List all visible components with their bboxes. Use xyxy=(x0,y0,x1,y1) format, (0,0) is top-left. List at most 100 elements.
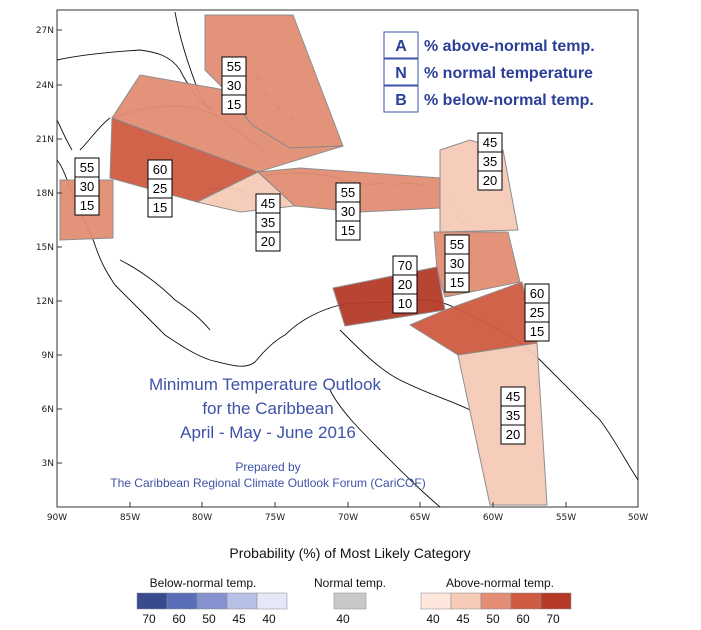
lon-label: 55W xyxy=(556,513,576,523)
colorbar-number: 70 xyxy=(142,612,156,626)
probability-value: 70 xyxy=(398,258,412,273)
colorbar-number: 50 xyxy=(202,612,216,626)
probability-value: 20 xyxy=(261,234,275,249)
probability-value: 25 xyxy=(153,181,167,196)
probability-value: 15 xyxy=(80,198,94,213)
lat-label: 15N xyxy=(36,243,54,253)
legend-letter-n: N xyxy=(395,65,407,82)
forum-name: The Caribbean Regional Climate Outlook F… xyxy=(110,476,425,490)
legend-text-above: % above-normal temp. xyxy=(424,38,595,55)
lat-label: 3N xyxy=(42,459,54,469)
lat-label: 27N xyxy=(36,26,54,36)
latitude-labels: 27N 24N 21N 18N 15N 12N 9N 6N 3N xyxy=(36,26,62,469)
lat-label: 24N xyxy=(36,81,54,91)
probability-value: 35 xyxy=(483,154,497,169)
probability-value: 15 xyxy=(153,200,167,215)
lat-label: 21N xyxy=(36,135,54,145)
lon-label: 70W xyxy=(338,513,358,523)
lon-label: 60W xyxy=(483,513,503,523)
probability-value: 35 xyxy=(261,215,275,230)
colorbar-swatch xyxy=(136,592,168,610)
colorbar-number: 40 xyxy=(262,612,276,626)
lat-label: 6N xyxy=(42,405,54,415)
probability-value: 20 xyxy=(483,173,497,188)
category-legend: A N B % above-normal temp. % normal temp… xyxy=(383,31,595,113)
probability-value: 30 xyxy=(341,204,355,219)
probability-value: 45 xyxy=(261,196,275,211)
probability-box-cuba-west: 60 25 15 xyxy=(147,159,173,218)
probability-value: 55 xyxy=(341,185,355,200)
colorbar-number: 60 xyxy=(172,612,186,626)
probability-box-abc-islands: 70 20 10 xyxy=(392,255,418,314)
lat-label: 18N xyxy=(36,189,54,199)
normal-label: Normal temp. xyxy=(314,576,386,590)
probability-box-guianas: 45 35 20 xyxy=(500,386,526,445)
probability-value: 15 xyxy=(530,324,544,339)
colorbar-title: Probability (%) of Most Likely Category xyxy=(229,545,470,561)
lat-label: 12N xyxy=(36,297,54,307)
probability-value: 15 xyxy=(227,97,241,112)
lat-label: 9N xyxy=(42,351,54,361)
lon-label: 80W xyxy=(192,513,212,523)
colorbar-number: 40 xyxy=(336,612,350,626)
map-title: Minimum Temperature Outlook for the Cari… xyxy=(110,375,425,490)
probability-box-windward: 55 30 15 xyxy=(444,234,470,293)
forecast-regions xyxy=(59,14,548,506)
colorbar-swatch xyxy=(510,592,542,610)
probability-box-belize: 55 30 15 xyxy=(74,157,100,216)
lon-label: 85W xyxy=(120,513,140,523)
colorbar-swatch xyxy=(226,592,258,610)
probability-value: 30 xyxy=(80,179,94,194)
longitude-labels: 90W 85W 80W 75W 70W 65W 60W 55W 50W xyxy=(47,502,648,523)
probability-box-bahamas: 55 30 15 xyxy=(221,56,247,115)
probability-value: 30 xyxy=(450,256,464,271)
colorbar-swatch xyxy=(166,592,198,610)
colorbar-number: 40 xyxy=(426,612,440,626)
probability-value: 45 xyxy=(483,135,497,150)
colorbar-swatch xyxy=(196,592,228,610)
normal-colorbar: 40 xyxy=(333,592,367,626)
probability-value: 25 xyxy=(530,305,544,320)
probability-box-hispaniola-pr: 55 30 15 xyxy=(335,182,361,241)
colorbar-swatch xyxy=(333,592,367,610)
probability-box-leeward: 45 35 20 xyxy=(477,132,503,191)
probability-value: 15 xyxy=(341,223,355,238)
probability-value: 45 xyxy=(506,389,520,404)
colorbar-swatch xyxy=(450,592,482,610)
probability-value: 15 xyxy=(450,275,464,290)
lon-label: 75W xyxy=(265,513,285,523)
colorbar-swatch xyxy=(540,592,572,610)
above-normal-label: Above-normal temp. xyxy=(446,576,554,590)
prepared-by: Prepared by xyxy=(235,460,300,474)
probability-value: 20 xyxy=(398,277,412,292)
probability-box-trinidad: 60 25 15 xyxy=(524,283,550,342)
legend-letter-a: A xyxy=(395,38,407,55)
colorbar-swatch xyxy=(256,592,288,610)
colorbar-number: 50 xyxy=(486,612,500,626)
title-line-2: for the Caribbean xyxy=(202,399,333,418)
colorbar-swatch xyxy=(480,592,512,610)
probability-value: 30 xyxy=(227,78,241,93)
probability-value: 10 xyxy=(398,296,412,311)
colorbar-number: 45 xyxy=(456,612,470,626)
lon-label: 90W xyxy=(47,513,67,523)
lon-label: 65W xyxy=(410,513,430,523)
colorbar-number: 60 xyxy=(516,612,530,626)
title-line-3: April - May - June 2016 xyxy=(180,423,356,442)
colorbar-swatch xyxy=(420,592,452,610)
above-normal-colorbar: 40 45 50 60 70 xyxy=(420,592,572,626)
below-normal-label: Below-normal temp. xyxy=(150,576,257,590)
probability-value: 60 xyxy=(153,162,167,177)
legend-text-below: % below-normal temp. xyxy=(424,92,594,109)
below-normal-colorbar: 70 60 50 45 40 xyxy=(136,592,288,626)
lon-label: 50W xyxy=(628,513,648,523)
probability-value: 55 xyxy=(80,160,94,175)
legend-letter-b: B xyxy=(395,92,407,109)
probability-value: 60 xyxy=(530,286,544,301)
probability-value: 20 xyxy=(506,427,520,442)
legend-text-normal: % normal temperature xyxy=(424,65,593,82)
probability-box-jamaica: 45 35 20 xyxy=(255,193,281,252)
probability-value: 55 xyxy=(227,59,241,74)
probability-value: 55 xyxy=(450,237,464,252)
